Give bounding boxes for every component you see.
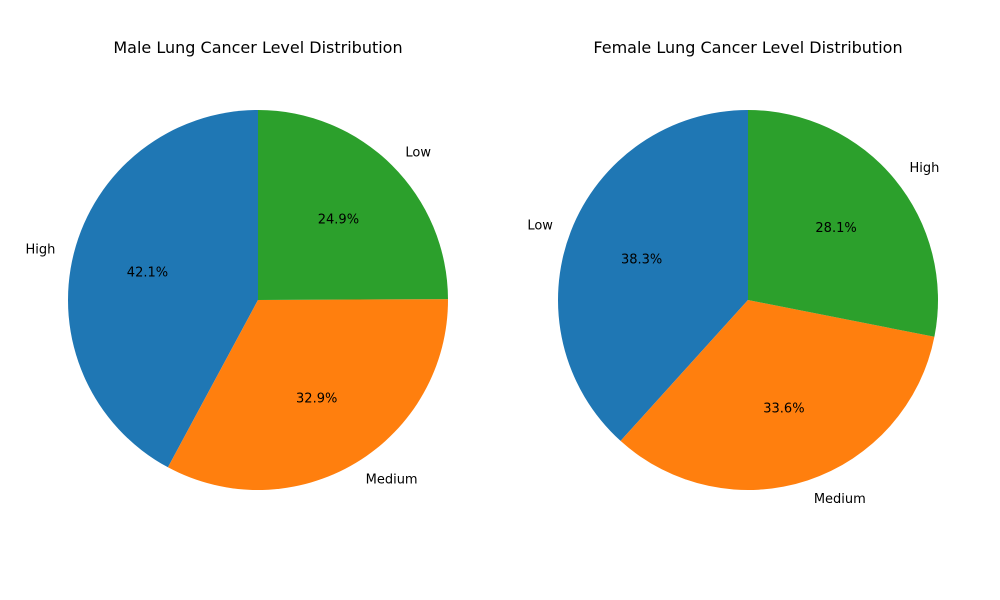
pct-label-medium: 33.6% — [763, 402, 804, 417]
pie-chart-male: Male Lung Cancer Level Distribution High… — [25, 38, 448, 491]
slice-label-high: High — [909, 161, 939, 176]
pie-slice-high — [67, 110, 258, 468]
slice-label-low: Low — [527, 218, 553, 233]
pie-slices — [67, 110, 448, 491]
pct-label-low: 24.9% — [318, 213, 359, 228]
pie-chart-female: Female Lung Cancer Level Distribution Lo… — [527, 38, 939, 507]
pct-label-medium: 32.9% — [296, 391, 337, 406]
chart-title: Female Lung Cancer Level Distribution — [593, 38, 902, 57]
pie-slices — [558, 110, 938, 491]
pie-slice-high — [748, 110, 938, 337]
pie-slice-medium — [167, 299, 448, 491]
pie-slice-low — [558, 110, 748, 441]
pie-labels: High 42.1% Medium 32.9% Low 24.9% — [25, 145, 431, 487]
slice-label-high: High — [25, 242, 55, 257]
pie-slice-low — [258, 110, 448, 300]
slice-label-medium: Medium — [366, 473, 418, 488]
pct-label-low: 38.3% — [621, 253, 662, 268]
slice-label-medium: Medium — [814, 492, 866, 507]
slice-label-low: Low — [405, 145, 431, 160]
pie-slice-medium — [620, 300, 935, 491]
chart-title: Male Lung Cancer Level Distribution — [113, 38, 402, 57]
pct-label-high: 42.1% — [127, 266, 168, 281]
pct-label-high: 28.1% — [815, 221, 856, 236]
pie-labels: Low 38.3% Medium 33.6% High 28.1% — [527, 161, 939, 507]
